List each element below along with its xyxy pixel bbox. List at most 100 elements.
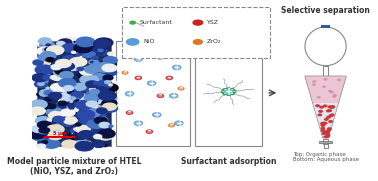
Circle shape [102, 64, 117, 72]
Circle shape [84, 114, 101, 123]
Circle shape [327, 129, 331, 131]
Circle shape [98, 106, 102, 108]
Circle shape [104, 133, 108, 135]
Circle shape [91, 133, 94, 135]
Circle shape [65, 79, 73, 82]
Circle shape [57, 44, 64, 48]
Circle shape [72, 60, 79, 64]
Circle shape [70, 49, 79, 53]
Circle shape [67, 105, 73, 108]
Circle shape [323, 122, 327, 124]
Circle shape [73, 132, 85, 139]
Circle shape [122, 71, 128, 74]
Circle shape [55, 67, 70, 75]
Circle shape [63, 55, 76, 62]
Circle shape [43, 80, 48, 83]
Circle shape [69, 116, 76, 120]
Circle shape [73, 83, 86, 90]
Circle shape [136, 58, 141, 60]
Circle shape [179, 88, 183, 89]
Circle shape [71, 44, 85, 52]
Circle shape [85, 66, 99, 73]
Circle shape [38, 73, 50, 79]
Circle shape [329, 121, 332, 122]
Bar [323, 66, 328, 76]
Circle shape [37, 40, 51, 47]
Circle shape [48, 67, 66, 76]
Circle shape [127, 92, 132, 95]
Circle shape [328, 110, 332, 111]
Circle shape [43, 69, 46, 71]
Circle shape [38, 115, 45, 119]
Circle shape [33, 60, 43, 65]
Circle shape [338, 79, 341, 81]
Circle shape [90, 69, 99, 73]
Circle shape [35, 81, 48, 87]
Circle shape [96, 96, 104, 100]
Polygon shape [305, 76, 346, 138]
Circle shape [99, 91, 116, 100]
Circle shape [86, 97, 97, 103]
Circle shape [94, 112, 106, 118]
Circle shape [48, 113, 57, 117]
Circle shape [94, 38, 113, 47]
Circle shape [102, 84, 118, 92]
Circle shape [146, 130, 152, 133]
Circle shape [37, 47, 53, 55]
Circle shape [98, 129, 115, 138]
Circle shape [45, 58, 51, 61]
Circle shape [96, 61, 101, 64]
Circle shape [65, 61, 81, 70]
Circle shape [36, 121, 40, 123]
Circle shape [73, 90, 76, 91]
Circle shape [170, 94, 178, 98]
Circle shape [75, 141, 94, 151]
Circle shape [156, 55, 164, 59]
Circle shape [81, 94, 92, 100]
Circle shape [79, 100, 94, 108]
FancyBboxPatch shape [122, 7, 270, 58]
Circle shape [72, 134, 75, 135]
Circle shape [103, 93, 107, 95]
Circle shape [90, 48, 105, 55]
Circle shape [101, 92, 115, 99]
Text: +: + [170, 91, 177, 100]
Circle shape [71, 93, 78, 97]
Circle shape [61, 38, 77, 46]
Circle shape [76, 37, 94, 47]
Text: +: + [176, 119, 182, 128]
Text: NiO: NiO [143, 39, 155, 45]
Circle shape [80, 74, 81, 75]
Circle shape [227, 93, 231, 95]
Circle shape [55, 52, 60, 54]
Circle shape [130, 21, 135, 24]
Circle shape [157, 94, 164, 97]
Circle shape [173, 65, 181, 70]
Circle shape [39, 54, 50, 60]
Text: +: + [225, 87, 232, 97]
Circle shape [320, 106, 323, 108]
Circle shape [37, 92, 44, 96]
Circle shape [98, 50, 108, 55]
Bar [319, 140, 332, 143]
Circle shape [90, 123, 99, 128]
Circle shape [75, 101, 93, 109]
Circle shape [75, 133, 87, 139]
Circle shape [57, 41, 65, 46]
Text: +: + [149, 79, 155, 88]
Circle shape [50, 50, 52, 51]
Circle shape [76, 52, 88, 58]
Text: Surfactant adsorption: Surfactant adsorption [181, 157, 276, 166]
Circle shape [39, 128, 50, 133]
Circle shape [68, 132, 84, 140]
Circle shape [40, 90, 53, 96]
Circle shape [134, 121, 143, 125]
Bar [321, 25, 330, 28]
Circle shape [93, 113, 103, 118]
Circle shape [44, 91, 52, 95]
Circle shape [321, 125, 325, 126]
Circle shape [42, 141, 48, 144]
Circle shape [42, 49, 48, 51]
Circle shape [322, 122, 325, 124]
Circle shape [52, 129, 62, 134]
